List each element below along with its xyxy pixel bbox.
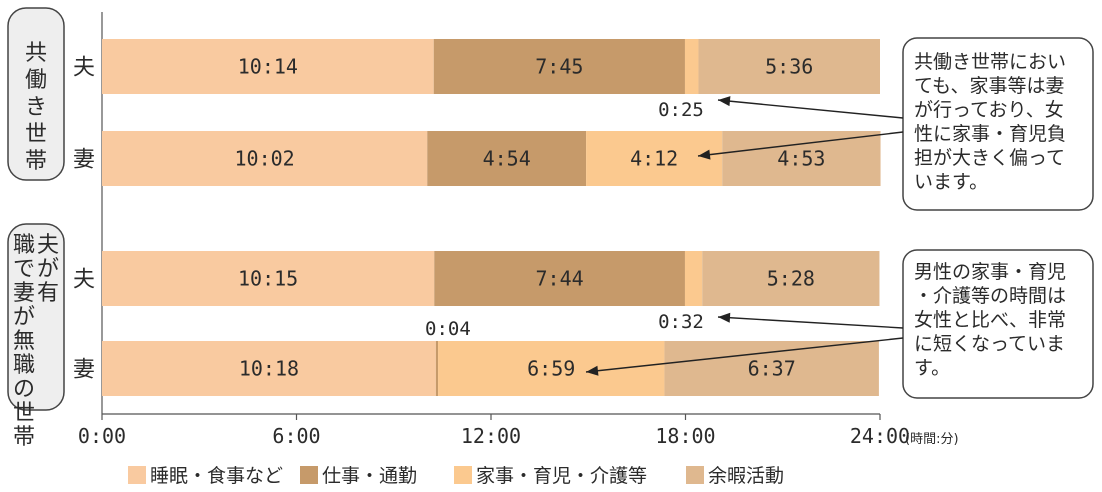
- arrow-line: [585, 337, 904, 373]
- group-label-single-income: 夫が有職で妻が無職の世帯: [13, 233, 59, 450]
- data-label: 10:02: [235, 147, 295, 171]
- bar-segment: [702, 251, 880, 306]
- legend: 睡眠・食事など 仕事・通勤 家事・育児・介護等 余暇活動: [128, 465, 784, 487]
- bar-segment: [664, 341, 879, 396]
- group-label-box-dual-income: 共働き世帯: [7, 7, 65, 181]
- bar-segment: [102, 341, 436, 396]
- group-label-dual-income: 共働き世帯: [25, 41, 47, 174]
- data-label-small: 0:32: [658, 311, 704, 333]
- tick-label: 12:00: [461, 424, 521, 448]
- data-label-small: 0:25: [658, 99, 704, 121]
- bar-segment: [586, 131, 723, 186]
- bar-segment: [427, 131, 587, 186]
- arrow-head: [698, 149, 711, 160]
- arrow-line: [697, 131, 904, 157]
- annotation-2: 男性の家事・育児・介護等の時間は女性と比べ、非常に短くなっています。: [914, 261, 1066, 379]
- data-label: 5:28: [767, 267, 815, 291]
- data-label: 7:45: [535, 55, 583, 79]
- data-label: 7:44: [536, 267, 584, 291]
- legend-swatch: [300, 466, 318, 484]
- group-label-box-single-income: 夫が有職で妻が無職の世帯: [7, 223, 65, 450]
- legend-swatch: [454, 466, 472, 484]
- arrow-head: [718, 312, 731, 323]
- bar-segment: [684, 251, 703, 306]
- annotation-1: 共働き世帯においても、家事等は妻が行っており、女性に家事・育児負担が大きく偏って…: [914, 51, 1066, 193]
- data-label: 4:12: [630, 147, 678, 171]
- data-label: 5:36: [765, 55, 813, 79]
- arrow-line: [717, 99, 904, 119]
- legend-label: 家事・育児・介護等: [476, 465, 647, 487]
- row-label: 夫: [73, 56, 95, 81]
- arrow-head: [718, 96, 731, 107]
- tick-label: 0:00: [78, 424, 126, 448]
- bar-segment: [684, 39, 699, 94]
- bars: 10:14 7:45 5:36 10:02 4:54 4:12 4:53 10:15 7:44 5…: [102, 39, 881, 396]
- bar-segment: [102, 131, 428, 186]
- tick-label: 6:00: [272, 424, 320, 448]
- bar-segment: [434, 251, 685, 306]
- bar-segment: [102, 39, 434, 94]
- legend-swatch: [686, 466, 704, 484]
- x-ticks: 0:00 6:00 12:00 18:00 24:00: [78, 414, 910, 448]
- x-unit-label: (時間:分): [905, 432, 959, 447]
- bar-segment: [438, 341, 665, 396]
- data-label: 4:53: [777, 147, 825, 171]
- bar-segment: [102, 251, 435, 306]
- legend-swatch: [128, 466, 146, 484]
- bar-segment: [698, 39, 880, 94]
- bar-segment: [722, 131, 881, 186]
- data-label: 6:37: [748, 357, 796, 381]
- bar-segment: [433, 39, 685, 94]
- legend-label: 睡眠・食事など: [150, 465, 283, 487]
- arrow-head: [586, 365, 599, 376]
- legend-label: 余暇活動: [708, 465, 784, 487]
- tick-label: 24:00: [850, 424, 910, 448]
- arrow-line: [717, 316, 904, 329]
- data-label: 10:15: [238, 267, 298, 291]
- bar-segment: [435, 341, 439, 396]
- legend-label: 仕事・通勤: [322, 465, 417, 487]
- data-label: 4:54: [483, 147, 531, 171]
- arrows: [585, 96, 904, 376]
- data-label: 10:14: [238, 55, 298, 79]
- data-label-small: 0:04: [425, 318, 471, 340]
- row-label: 妻: [73, 148, 95, 173]
- row-label: 夫: [73, 268, 95, 293]
- annotation-box-2: [902, 249, 1094, 399]
- tick-label: 18:00: [655, 424, 715, 448]
- row-label: 妻: [73, 358, 95, 383]
- annotation-box-1: [902, 37, 1094, 211]
- data-label: 10:18: [239, 357, 299, 381]
- data-label: 6:59: [527, 357, 575, 381]
